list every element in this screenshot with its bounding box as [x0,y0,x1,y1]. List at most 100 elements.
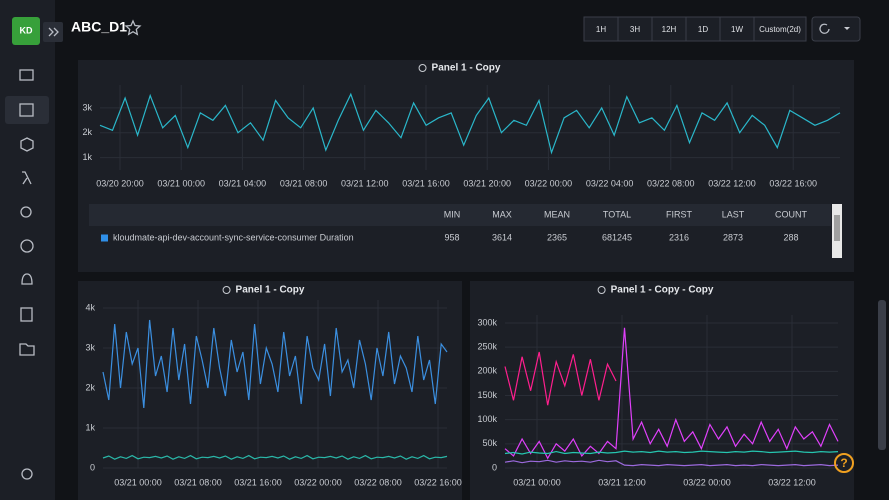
series-name[interactable]: kloudmate-api-dev-account-sync-service-c… [113,232,354,242]
y-tick-label: 2k [85,382,95,392]
info-icon [597,286,606,294]
table-cell: 288 [783,232,798,242]
nav-icon[interactable] [20,206,32,218]
sidebar-icons [5,69,49,480]
y-tick-label: 0 [492,462,497,472]
table-cell: 2365 [547,232,567,242]
x-tick-label: 03/21 16:00 [234,477,282,487]
table-row-bg [89,226,831,250]
time-button[interactable] [617,16,653,42]
series-line [102,454,448,460]
nav-icon[interactable] [20,307,33,322]
refresh-group[interactable] [811,16,861,42]
y-tick-label: 150k [477,390,497,400]
time-button[interactable] [753,16,807,42]
dashboard-title: ABC_D1 [71,19,127,35]
nav-icon[interactable] [20,137,34,152]
info-icon [222,286,231,294]
x-tick-label: 03/21 16:00 [402,178,450,188]
x-tick-label: 03/22 12:00 [708,178,756,188]
dropdown-icon[interactable] [844,27,850,30]
y-tick-label: 50k [482,438,497,448]
x-tick-label: 03/21 04:00 [219,178,267,188]
help-text: ? [840,456,847,470]
nav-icon[interactable] [19,103,34,117]
x-tick-label: 03/21 00:00 [513,477,561,487]
time-button[interactable] [685,16,721,42]
panel-title: Panel 1 - Copy [432,63,501,74]
x-tick-label: 03/22 00:00 [525,178,573,188]
active-item [5,96,49,124]
x-tick-label: 03/21 00:00 [114,477,162,487]
x-tick-label: 03/22 08:00 [647,178,695,188]
table-cell: 2873 [723,232,743,242]
table-header: MEAN [544,209,570,219]
x-tick-label: 03/20 20:00 [96,178,144,188]
table-header-bg [89,204,831,226]
y-tick-label: 0 [90,462,95,472]
series-line [504,327,839,460]
table-header: MIN [444,209,461,219]
y-tick-label: 3k [82,102,92,112]
series-line [504,450,839,455]
y-tick-label: 3k [85,342,95,352]
time-button[interactable] [583,16,619,42]
y-tick-label: 200k [477,366,497,376]
refresh-icon[interactable] [819,23,830,34]
x-tick-label: 03/21 12:00 [598,477,646,487]
nav-icon[interactable] [22,171,32,185]
table-cell: 958 [444,232,459,242]
table-cell: 681245 [602,232,632,242]
time-button-label[interactable]: 1H [596,25,606,34]
x-tick-label: 03/21 08:00 [280,178,328,188]
table-header: COUNT [775,209,807,219]
expand-icon [48,27,59,37]
time-range-group: 1H 3H 12H 1D 1W Custom(2d) [583,16,807,42]
nav-icon[interactable] [21,468,33,480]
y-tick-label: 1k [82,152,92,162]
time-button[interactable] [651,16,687,42]
x-tick-label: 03/22 12:00 [768,477,816,487]
table-header: FIRST [666,209,693,219]
y-tick-label: 4k [85,302,95,312]
table-header: TOTAL [603,209,631,219]
y-tick-label: 1k [85,422,95,432]
x-tick-label: 03/22 16:00 [414,477,462,487]
page-scrollbar[interactable] [878,300,886,450]
time-button-label[interactable]: 1W [731,25,743,34]
panel-title: Panel 1 - Copy [236,285,305,296]
y-tick-label: 2k [82,127,92,137]
y-tick-label: 250k [477,342,497,352]
series-line [504,459,839,467]
x-tick-label: 03/21 12:00 [341,178,389,188]
logo-text: KD [20,25,33,35]
x-tick-label: 03/21 08:00 [174,477,222,487]
panel [470,281,854,500]
time-button-label[interactable]: 3H [630,25,640,34]
x-tick-label: 03/22 08:00 [354,477,402,487]
logo[interactable] [12,17,40,45]
nav-icon[interactable] [20,239,34,253]
time-button-label[interactable]: 12H [662,25,677,34]
y-tick-label: 100k [477,414,497,424]
time-button-label[interactable]: Custom(2d) [759,25,801,34]
nav-icon[interactable] [21,273,33,285]
nav-icon[interactable] [19,69,34,81]
y-tick-label: 300k [477,317,497,327]
charts: Panel 1 - Copy 1k 2k 3k 03/20 20:00 03/21 00:… [82,63,842,487]
help-button[interactable] [834,453,854,473]
table-cell: 3614 [492,232,512,242]
table-cell: 2316 [669,232,689,242]
sidebar [0,0,55,500]
favorite-star[interactable] [124,19,142,36]
table-header: LAST [722,209,745,219]
table-scroll-thumb[interactable] [834,215,840,241]
panel-title: Panel 1 - Copy - Copy [611,285,714,296]
panel [78,281,462,500]
time-button-label[interactable]: 1D [698,25,708,34]
x-tick-label: 03/21 00:00 [157,178,205,188]
nav-icon[interactable] [19,343,35,356]
series-line [504,351,617,406]
table-header: MAX [492,209,512,219]
